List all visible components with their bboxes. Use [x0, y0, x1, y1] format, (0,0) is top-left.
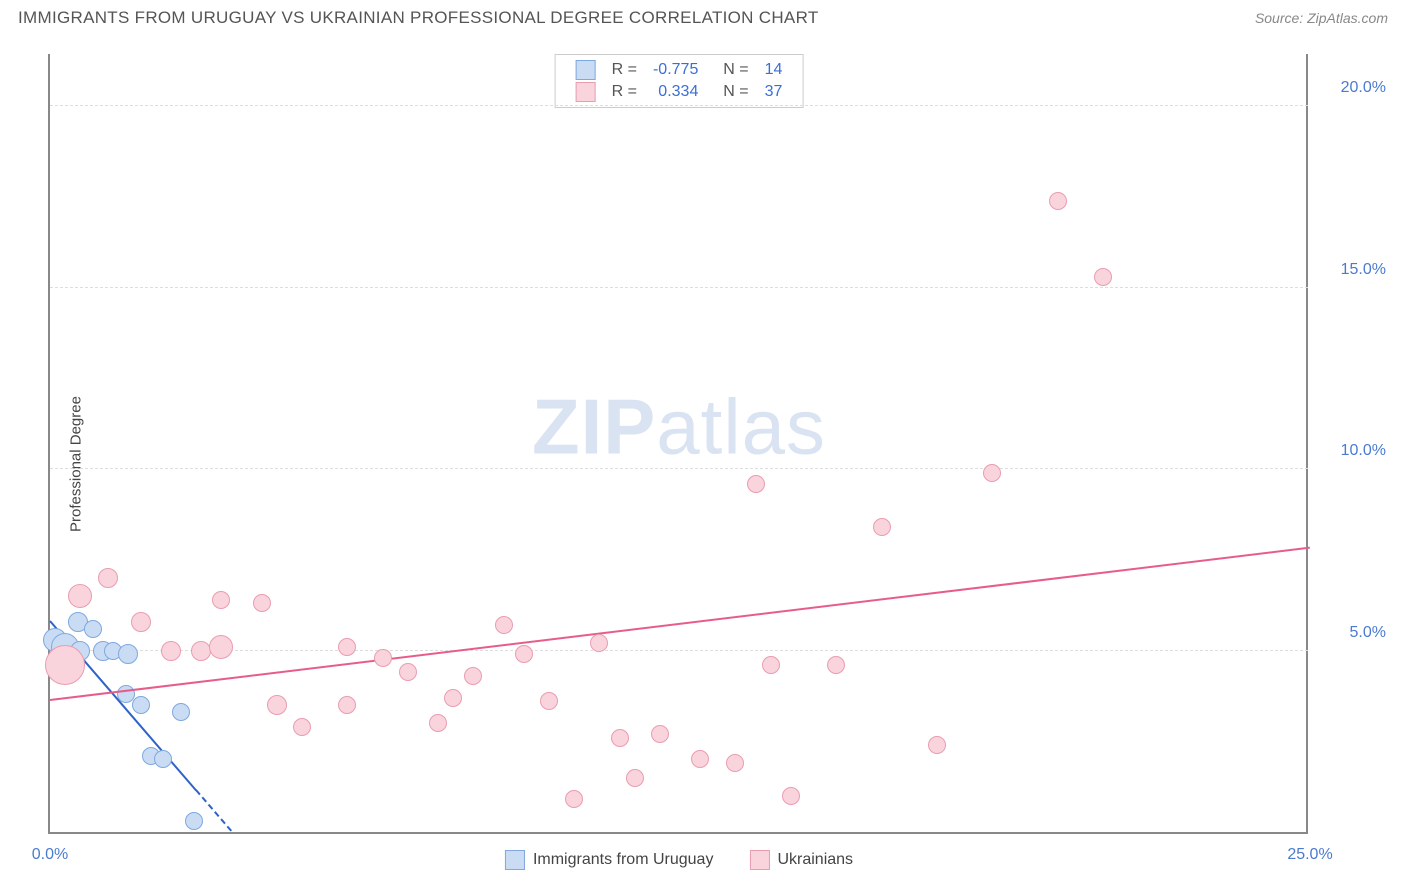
legend-r-label: R =: [604, 59, 645, 81]
legend-r-value: -0.775: [645, 59, 706, 81]
grid-line: [50, 468, 1308, 469]
legend-r-value: 0.334: [645, 81, 706, 103]
data-point: [1094, 268, 1112, 286]
legend-n-value: 37: [757, 81, 791, 103]
data-point: [983, 464, 1001, 482]
data-point: [132, 696, 150, 714]
data-point: [293, 718, 311, 736]
data-point: [154, 750, 172, 768]
data-point: [726, 754, 744, 772]
y-tick-label: 5.0%: [1350, 624, 1386, 642]
y-tick-label: 10.0%: [1341, 442, 1386, 460]
plot-area: ZIPatlas R =-0.775 N =14R =0.334 N =37 I…: [48, 54, 1308, 834]
watermark: ZIPatlas: [532, 382, 826, 473]
data-point: [691, 750, 709, 768]
grid-line: [50, 650, 1308, 651]
data-point: [253, 594, 271, 612]
data-point: [827, 656, 845, 674]
legend-row: R =-0.775 N =14: [568, 59, 791, 81]
grid-line: [50, 105, 1308, 106]
legend-row: R =0.334 N =37: [568, 81, 791, 103]
y-tick-label: 15.0%: [1341, 261, 1386, 279]
data-point: [399, 663, 417, 681]
data-point: [374, 649, 392, 667]
data-point: [651, 725, 669, 743]
source-label: Source:: [1255, 10, 1307, 26]
data-point: [161, 641, 181, 661]
right-axis-line: [1306, 54, 1308, 832]
data-point: [84, 620, 102, 638]
watermark-atlas: atlas: [656, 383, 826, 471]
data-point: [45, 645, 85, 685]
correlation-legend: R =-0.775 N =14R =0.334 N =37: [555, 54, 804, 108]
data-point: [590, 634, 608, 652]
legend-swatch: [749, 850, 769, 870]
data-point: [338, 638, 356, 656]
chart-header: IMMIGRANTS FROM URUGUAY VS UKRAINIAN PRO…: [0, 0, 1406, 32]
legend-swatch: [505, 850, 525, 870]
legend-item-label: Ukrainians: [777, 851, 853, 868]
legend-n-label: N =: [706, 59, 756, 81]
chart-container: Professional Degree ZIPatlas R =-0.775 N…: [0, 36, 1406, 892]
data-point: [209, 635, 233, 659]
data-point: [782, 787, 800, 805]
data-point: [873, 518, 891, 536]
trend-line: [50, 547, 1310, 701]
y-tick-label: 20.0%: [1341, 79, 1386, 97]
data-point: [68, 584, 92, 608]
x-tick-label: 0.0%: [32, 846, 68, 864]
data-point: [191, 641, 211, 661]
grid-line: [50, 287, 1308, 288]
data-point: [185, 812, 203, 830]
series-legend: Immigrants from Uruguay Ukrainians: [487, 850, 871, 870]
legend-n-value: 14: [757, 59, 791, 81]
legend-r-label: R =: [604, 81, 645, 103]
data-point: [444, 689, 462, 707]
legend-item: Ukrainians: [749, 851, 853, 868]
data-point: [338, 696, 356, 714]
watermark-zip: ZIP: [532, 383, 656, 471]
data-point: [762, 656, 780, 674]
chart-source: Source: ZipAtlas.com: [1255, 10, 1388, 26]
data-point: [429, 714, 447, 732]
legend-item-label: Immigrants from Uruguay: [533, 851, 714, 868]
data-point: [464, 667, 482, 685]
data-point: [928, 736, 946, 754]
chart-title: IMMIGRANTS FROM URUGUAY VS UKRAINIAN PRO…: [18, 8, 819, 28]
legend-n-label: N =: [706, 81, 756, 103]
data-point: [267, 695, 287, 715]
data-point: [1049, 192, 1067, 210]
data-point: [212, 591, 230, 609]
data-point: [98, 568, 118, 588]
data-point: [172, 703, 190, 721]
data-point: [118, 644, 138, 664]
source-value: ZipAtlas.com: [1307, 10, 1388, 26]
data-point: [540, 692, 558, 710]
data-point: [747, 475, 765, 493]
legend-item: Immigrants from Uruguay: [505, 851, 714, 868]
data-point: [565, 790, 583, 808]
data-point: [515, 645, 533, 663]
data-point: [626, 769, 644, 787]
data-point: [131, 612, 151, 632]
x-tick-label: 25.0%: [1287, 846, 1332, 864]
legend-swatch: [576, 82, 596, 102]
data-point: [611, 729, 629, 747]
data-point: [495, 616, 513, 634]
legend-swatch: [576, 60, 596, 80]
